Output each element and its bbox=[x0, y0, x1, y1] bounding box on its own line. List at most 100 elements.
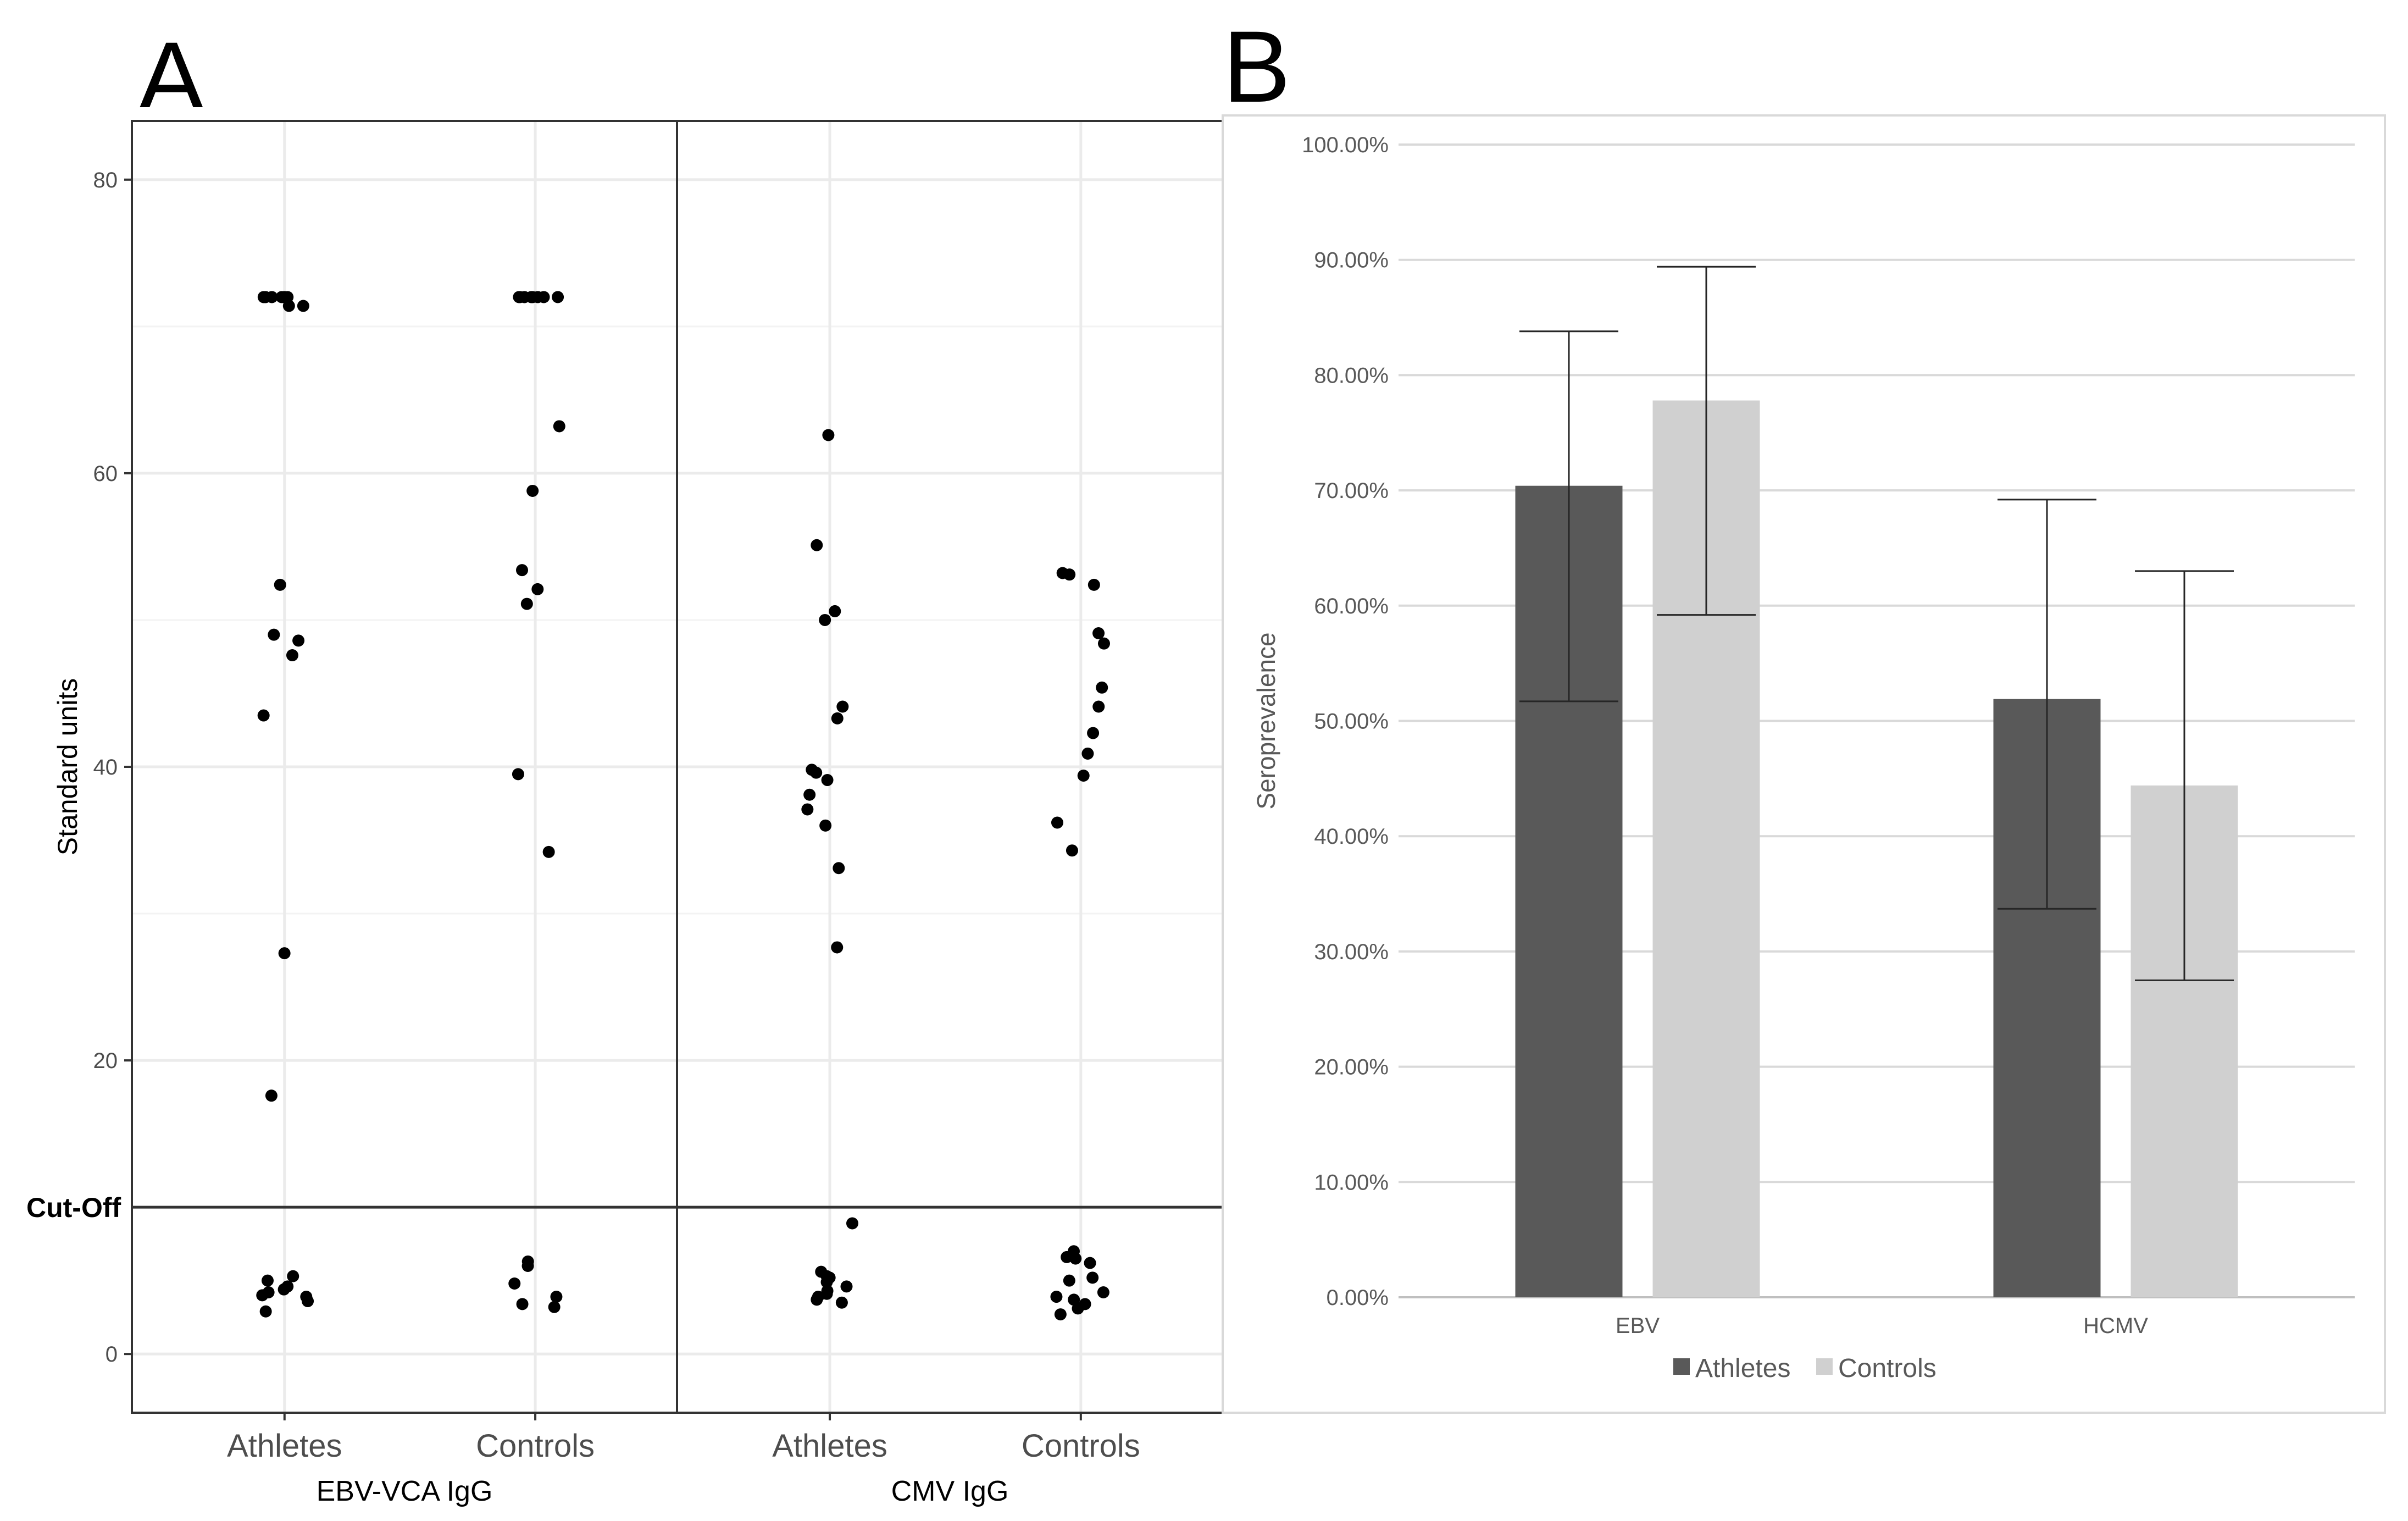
data-point bbox=[259, 1305, 272, 1318]
y-axis-title: Standard units bbox=[52, 678, 83, 855]
data-point bbox=[1063, 568, 1076, 581]
data-point bbox=[1088, 578, 1100, 591]
data-point bbox=[552, 291, 564, 303]
data-point bbox=[548, 1301, 561, 1313]
y-tick-label: 10.00% bbox=[1314, 1170, 1389, 1194]
panel-a-background bbox=[49, 107, 690, 1492]
data-point bbox=[1054, 1308, 1067, 1321]
data-point bbox=[516, 1298, 529, 1310]
x-category-label: HCMV bbox=[2083, 1314, 2148, 1338]
data-point bbox=[1092, 627, 1105, 639]
x-tick-label: Athletes bbox=[227, 1428, 342, 1464]
data-point bbox=[274, 578, 286, 591]
y-tick-label: 70.00% bbox=[1314, 479, 1389, 503]
y-tick-label: 90.00% bbox=[1314, 248, 1389, 273]
data-point bbox=[297, 300, 309, 312]
data-point bbox=[531, 583, 544, 595]
panel-b-bar-chart: 0.00% 10.00% 20.00% 30.00% 40.00% 50.00% 60.00… bbox=[1222, 114, 2386, 1414]
x-tick-label: Controls bbox=[1022, 1428, 1140, 1464]
data-point bbox=[1097, 1286, 1109, 1299]
data-point bbox=[1092, 700, 1105, 713]
legend-label: Athletes bbox=[1695, 1354, 1790, 1383]
data-point bbox=[801, 803, 814, 816]
data-point bbox=[829, 605, 841, 617]
y-tick-label: 40.00% bbox=[1314, 825, 1389, 849]
data-point bbox=[553, 420, 565, 433]
y-axis-title: Seroprevalence bbox=[1252, 632, 1280, 809]
data-point bbox=[302, 1295, 314, 1308]
data-point bbox=[256, 1289, 269, 1302]
x-tick-label: Controls bbox=[476, 1428, 595, 1464]
data-point bbox=[840, 1280, 853, 1293]
data-point bbox=[512, 768, 524, 781]
data-point bbox=[513, 291, 525, 303]
data-point bbox=[1087, 727, 1100, 739]
data-point bbox=[1077, 770, 1090, 782]
cutoff-label: Cut-Off bbox=[26, 1192, 121, 1223]
data-point bbox=[1097, 637, 1110, 650]
panel-a-scatter: Cut-Off 0 20 40 60 80 Standard units Athletes Co… bbox=[26, 107, 1224, 1507]
legend-swatch-athletes bbox=[1673, 1358, 1690, 1375]
data-point bbox=[286, 649, 298, 662]
data-point bbox=[846, 1217, 859, 1230]
facet-label: CMV IgG bbox=[891, 1475, 1009, 1507]
data-point bbox=[1086, 1271, 1099, 1284]
data-point bbox=[526, 484, 539, 497]
data-point bbox=[542, 845, 555, 858]
data-point bbox=[821, 774, 834, 787]
data-point bbox=[836, 700, 849, 713]
data-point bbox=[1069, 1252, 1082, 1265]
data-point bbox=[1096, 681, 1108, 694]
facet-label: EBV-VCA IgG bbox=[317, 1475, 493, 1507]
data-point bbox=[822, 429, 835, 441]
data-point bbox=[835, 1296, 848, 1309]
x-tick-label: Athletes bbox=[772, 1428, 887, 1464]
data-point bbox=[257, 291, 270, 303]
data-point bbox=[268, 628, 280, 641]
data-point bbox=[265, 1089, 278, 1102]
data-point bbox=[520, 598, 533, 610]
data-point bbox=[550, 1291, 563, 1303]
y-tick-label: 0.00% bbox=[1327, 1286, 1389, 1310]
y-tick-label: 100.00% bbox=[1302, 133, 1389, 157]
data-point bbox=[831, 941, 844, 954]
data-point bbox=[1072, 1302, 1084, 1315]
data-point bbox=[831, 712, 844, 724]
data-point bbox=[516, 564, 529, 577]
legend-swatch-controls bbox=[1816, 1358, 1833, 1375]
data-point bbox=[257, 709, 270, 722]
data-point bbox=[1063, 1274, 1075, 1287]
y-tick-label: 60 bbox=[93, 462, 118, 486]
data-point bbox=[820, 1276, 833, 1288]
x-category-label: EBV bbox=[1616, 1314, 1660, 1338]
y-tick-label: 30.00% bbox=[1314, 940, 1389, 964]
data-point bbox=[1066, 844, 1078, 857]
data-point bbox=[833, 862, 845, 875]
data-point bbox=[261, 1274, 274, 1287]
data-point bbox=[1051, 816, 1063, 829]
data-point bbox=[1081, 747, 1094, 760]
data-point bbox=[521, 1259, 534, 1272]
data-point bbox=[811, 539, 823, 551]
data-point bbox=[537, 291, 550, 303]
data-point bbox=[278, 1283, 290, 1296]
data-point bbox=[819, 819, 832, 832]
y-tick-label: 40 bbox=[93, 755, 118, 779]
data-point bbox=[1050, 1291, 1063, 1303]
data-point bbox=[819, 613, 831, 626]
y-tick-label: 80.00% bbox=[1314, 363, 1389, 388]
data-point bbox=[278, 947, 291, 960]
data-point bbox=[1084, 1257, 1096, 1269]
data-point bbox=[282, 300, 295, 312]
y-tick-label: 0 bbox=[106, 1342, 118, 1367]
data-point bbox=[811, 1293, 823, 1306]
y-tick-label: 20 bbox=[93, 1049, 118, 1073]
data-point bbox=[810, 766, 823, 779]
panel-label-b: B bbox=[1223, 10, 1290, 124]
y-tick-label: 60.00% bbox=[1314, 594, 1389, 618]
data-point bbox=[803, 788, 816, 801]
y-tick-label: 50.00% bbox=[1314, 710, 1389, 734]
data-point bbox=[508, 1277, 521, 1290]
data-point bbox=[292, 634, 305, 647]
